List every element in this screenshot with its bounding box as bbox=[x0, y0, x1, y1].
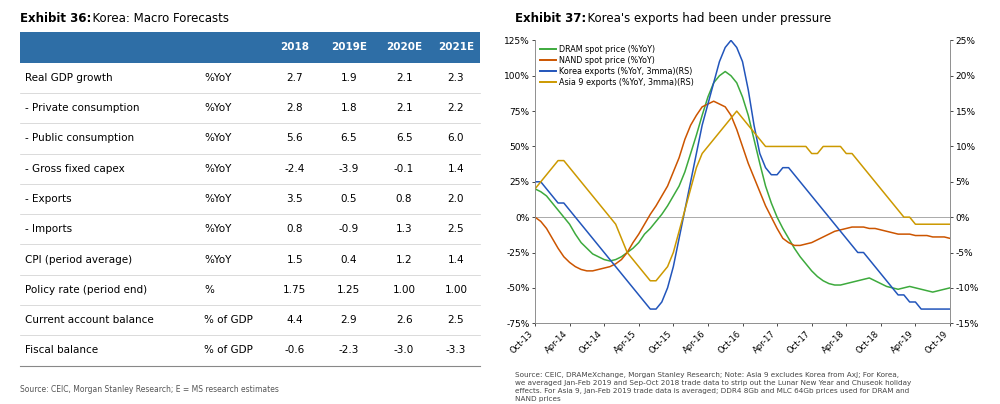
Text: 1.00: 1.00 bbox=[393, 285, 416, 295]
Text: Source: CEIC, Morgan Stanley Research; E = MS research estimates: Source: CEIC, Morgan Stanley Research; E… bbox=[20, 385, 279, 394]
Text: 6.0: 6.0 bbox=[448, 133, 464, 143]
Text: 2.6: 2.6 bbox=[396, 315, 412, 325]
Text: 1.4: 1.4 bbox=[448, 255, 464, 265]
Text: 2.7: 2.7 bbox=[287, 73, 303, 83]
Text: 1.3: 1.3 bbox=[396, 224, 412, 234]
Text: 3.5: 3.5 bbox=[287, 194, 303, 204]
Text: -3.3: -3.3 bbox=[446, 345, 466, 356]
Text: 1.75: 1.75 bbox=[283, 285, 306, 295]
Text: 2.1: 2.1 bbox=[396, 73, 412, 83]
Text: 2.0: 2.0 bbox=[448, 194, 464, 204]
Text: -3.0: -3.0 bbox=[394, 345, 414, 356]
Text: 0.4: 0.4 bbox=[341, 255, 357, 265]
Text: 4.4: 4.4 bbox=[287, 315, 303, 325]
Text: 2.9: 2.9 bbox=[341, 315, 357, 325]
Text: %YoY: %YoY bbox=[204, 194, 231, 204]
Text: -2.4: -2.4 bbox=[285, 164, 305, 174]
Text: %YoY: %YoY bbox=[204, 224, 231, 234]
Text: - Exports: - Exports bbox=[25, 194, 71, 204]
Legend: DRAM spot price (%YoY), NAND spot price (%YoY), Korea exports (%YoY, 3mma)(RS), : DRAM spot price (%YoY), NAND spot price … bbox=[539, 44, 695, 88]
Text: - Gross fixed capex: - Gross fixed capex bbox=[25, 164, 124, 174]
Text: -0.9: -0.9 bbox=[339, 224, 359, 234]
Text: 0.8: 0.8 bbox=[396, 194, 412, 204]
Text: 6.5: 6.5 bbox=[396, 133, 412, 143]
Text: -3.9: -3.9 bbox=[339, 164, 359, 174]
Text: Korea: Macro Forecasts: Korea: Macro Forecasts bbox=[85, 12, 229, 25]
Text: 2018: 2018 bbox=[280, 42, 309, 53]
Text: Real GDP growth: Real GDP growth bbox=[25, 73, 112, 83]
Text: 2.2: 2.2 bbox=[448, 103, 464, 113]
Text: 2020E: 2020E bbox=[386, 42, 422, 53]
Text: 2.8: 2.8 bbox=[287, 103, 303, 113]
Text: 2.1: 2.1 bbox=[396, 103, 412, 113]
Text: -2.3: -2.3 bbox=[339, 345, 359, 356]
Text: -0.6: -0.6 bbox=[285, 345, 305, 356]
Text: Fiscal balance: Fiscal balance bbox=[25, 345, 98, 356]
Text: %YoY: %YoY bbox=[204, 133, 231, 143]
Text: 1.9: 1.9 bbox=[341, 73, 357, 83]
Text: %YoY: %YoY bbox=[204, 103, 231, 113]
Text: Policy rate (period end): Policy rate (period end) bbox=[25, 285, 147, 295]
Text: %: % bbox=[204, 285, 214, 295]
Text: Exhibit 37:: Exhibit 37: bbox=[515, 12, 586, 25]
Text: 2.5: 2.5 bbox=[448, 224, 464, 234]
Text: % of GDP: % of GDP bbox=[204, 345, 253, 356]
Text: 0.5: 0.5 bbox=[341, 194, 357, 204]
Text: 2021E: 2021E bbox=[438, 42, 474, 53]
Text: 1.5: 1.5 bbox=[287, 255, 303, 265]
Bar bbox=[20, 32, 480, 63]
Text: % of GDP: % of GDP bbox=[204, 315, 253, 325]
Text: Korea's exports had been under pressure: Korea's exports had been under pressure bbox=[580, 12, 831, 25]
Text: 5.6: 5.6 bbox=[287, 133, 303, 143]
Text: Current account balance: Current account balance bbox=[25, 315, 153, 325]
Text: 1.8: 1.8 bbox=[341, 103, 357, 113]
Text: 1.2: 1.2 bbox=[396, 255, 412, 265]
Text: - Imports: - Imports bbox=[25, 224, 72, 234]
Text: -0.1: -0.1 bbox=[394, 164, 414, 174]
Text: - Private consumption: - Private consumption bbox=[25, 103, 139, 113]
Text: Source: CEIC, DRAMeXchange, Morgan Stanley Research; Note: Asia 9 excludes Korea: Source: CEIC, DRAMeXchange, Morgan Stanl… bbox=[515, 372, 911, 402]
Text: 2019E: 2019E bbox=[331, 42, 367, 53]
Text: %YoY: %YoY bbox=[204, 164, 231, 174]
Text: 2.3: 2.3 bbox=[448, 73, 464, 83]
Text: 1.4: 1.4 bbox=[448, 164, 464, 174]
Text: %YoY: %YoY bbox=[204, 255, 231, 265]
Text: 0.8: 0.8 bbox=[287, 224, 303, 234]
Text: %YoY: %YoY bbox=[204, 73, 231, 83]
Text: Exhibit 36:: Exhibit 36: bbox=[20, 12, 91, 25]
Text: 1.25: 1.25 bbox=[337, 285, 361, 295]
Text: 2.5: 2.5 bbox=[448, 315, 464, 325]
Text: 1.00: 1.00 bbox=[444, 285, 467, 295]
Text: 6.5: 6.5 bbox=[341, 133, 357, 143]
Text: CPI (period average): CPI (period average) bbox=[25, 255, 132, 265]
Text: - Public consumption: - Public consumption bbox=[25, 133, 134, 143]
